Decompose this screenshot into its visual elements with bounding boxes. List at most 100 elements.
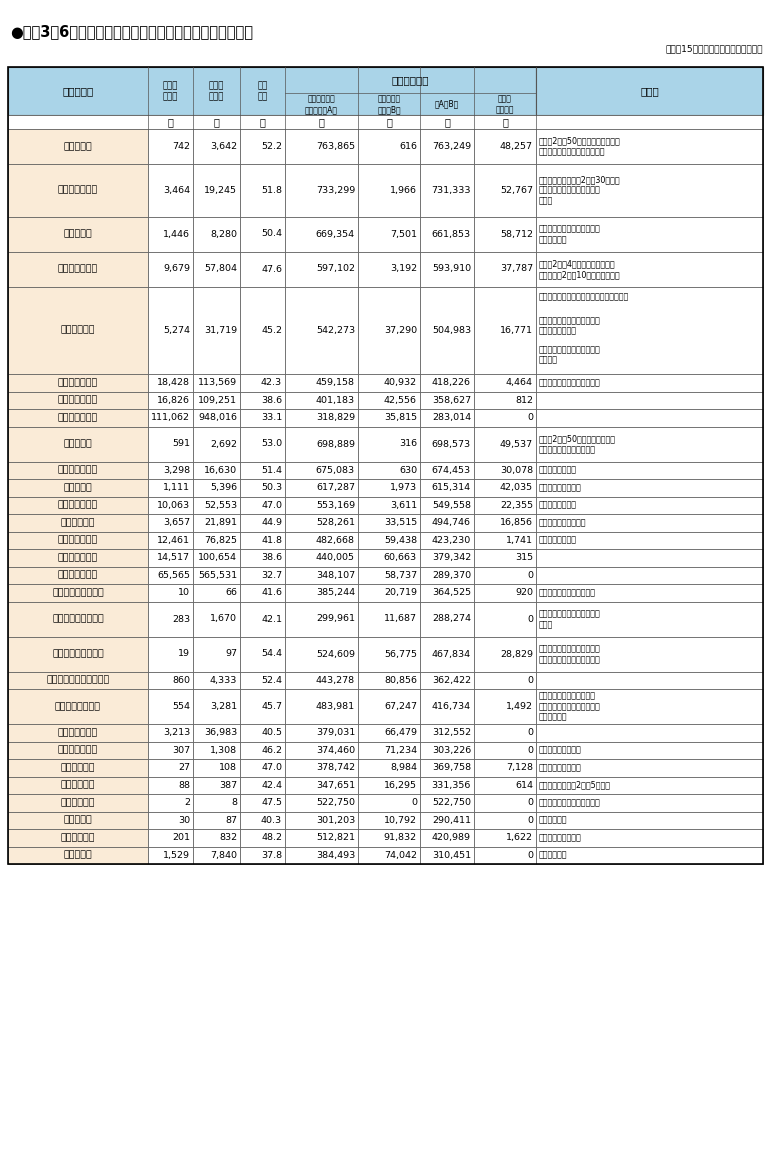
Bar <box>474 286 536 374</box>
Bar <box>358 689 420 724</box>
Text: 5,274: 5,274 <box>163 326 190 335</box>
Text: 部下に運転手５人以上（専ら
運転のみを行う者を除く。）: 部下に運転手５人以上（専ら 運転のみを行う者を除く。） <box>539 645 601 663</box>
Text: 108: 108 <box>219 763 237 772</box>
Text: 617,287: 617,287 <box>316 483 355 492</box>
Bar <box>240 129 285 164</box>
Text: 10,792: 10,792 <box>384 816 417 825</box>
Bar <box>240 531 285 548</box>
Text: 課長に直属し部下に係長等の
役職者を有する者: 課長に直属し部下に係長等の 役職者を有する者 <box>539 316 601 335</box>
Text: 監督、見習を除く。: 監督、見習を除く。 <box>539 745 582 755</box>
Text: 48.2: 48.2 <box>261 833 282 843</box>
Bar <box>358 462 420 479</box>
Text: 21,891: 21,891 <box>204 518 237 527</box>
Text: 44.9: 44.9 <box>261 518 282 527</box>
Text: 920: 920 <box>515 588 533 598</box>
Text: 土木作業監督: 土木作業監督 <box>61 763 96 772</box>
Bar <box>358 531 420 548</box>
Bar <box>148 759 193 777</box>
Bar <box>240 689 285 724</box>
Text: 5,396: 5,396 <box>210 483 237 492</box>
Bar <box>536 374 763 391</box>
Bar <box>358 793 420 811</box>
Text: 16,630: 16,630 <box>204 465 237 475</box>
Bar <box>358 566 420 584</box>
Text: 11,687: 11,687 <box>384 614 417 624</box>
Text: 円: 円 <box>318 117 325 127</box>
Bar <box>148 164 193 217</box>
Text: 平均
年齢: 平均 年齢 <box>258 81 268 101</box>
Bar <box>8 479 148 497</box>
Text: 7,128: 7,128 <box>506 763 533 772</box>
Text: 348,107: 348,107 <box>316 571 355 580</box>
Bar <box>536 601 763 636</box>
Text: 418,226: 418,226 <box>432 379 471 387</box>
Text: 技術部次長: 技術部次長 <box>64 483 93 492</box>
Bar <box>285 479 358 497</box>
Bar <box>420 531 474 548</box>
Text: 52,553: 52,553 <box>204 500 237 510</box>
Bar <box>8 129 148 164</box>
Bar <box>148 217 193 252</box>
Text: 45.7: 45.7 <box>261 702 282 711</box>
Text: 312,552: 312,552 <box>432 728 471 737</box>
Bar <box>193 374 240 391</box>
Bar <box>8 811 148 829</box>
Bar <box>193 777 240 793</box>
Text: 290,411: 290,411 <box>432 816 471 825</box>
Text: 42,035: 42,035 <box>500 483 533 492</box>
Bar <box>420 479 474 497</box>
Text: 9,679: 9,679 <box>163 265 190 273</box>
Bar <box>8 566 148 584</box>
Text: 上記課長に事故等のあるときの職務代行者: 上記課長に事故等のあるときの職務代行者 <box>539 293 629 301</box>
Text: 316: 316 <box>399 440 417 449</box>
Bar <box>148 636 193 672</box>
Text: 698,573: 698,573 <box>432 440 471 449</box>
Bar <box>536 793 763 811</box>
Bar <box>193 672 240 689</box>
Bar <box>536 409 763 427</box>
Text: 2,692: 2,692 <box>210 440 237 449</box>
Text: 7,840: 7,840 <box>210 851 237 860</box>
Bar <box>193 759 240 777</box>
Bar <box>8 672 148 689</box>
Text: 円: 円 <box>502 117 508 127</box>
Bar <box>193 584 240 601</box>
Text: 299,961: 299,961 <box>316 614 355 624</box>
Bar <box>8 584 148 601</box>
Text: 459,158: 459,158 <box>316 379 355 387</box>
Text: 33,515: 33,515 <box>384 518 417 527</box>
Text: 630: 630 <box>399 465 417 475</box>
Text: 従業員
総　数: 従業員 総 数 <box>209 81 224 101</box>
Text: 542,273: 542,273 <box>316 326 355 335</box>
Text: 111,062: 111,062 <box>151 414 190 422</box>
Bar <box>285 689 358 724</box>
Text: 0: 0 <box>527 745 533 755</box>
Text: 3,464: 3,464 <box>163 185 190 195</box>
Text: 288,274: 288,274 <box>432 614 471 624</box>
Bar <box>358 742 420 759</box>
Text: 16,295: 16,295 <box>384 781 417 790</box>
Bar <box>536 777 763 793</box>
Bar <box>358 777 420 793</box>
Bar <box>285 759 358 777</box>
Bar <box>474 672 536 689</box>
Bar <box>474 531 536 548</box>
Text: 387: 387 <box>219 781 237 790</box>
Bar <box>420 164 474 217</box>
Text: 14,517: 14,517 <box>157 553 190 563</box>
Bar <box>148 286 193 374</box>
Text: 電工一般工: 電工一般工 <box>64 851 93 860</box>
Text: 401,183: 401,183 <box>316 396 355 404</box>
Text: 課長に直属し部下４人以上を
有する者: 課長に直属し部下４人以上を 有する者 <box>539 345 601 364</box>
Text: 4,464: 4,464 <box>506 379 533 387</box>
Text: 1,670: 1,670 <box>210 614 237 624</box>
Bar <box>8 497 148 515</box>
Text: 420,989: 420,989 <box>432 833 471 843</box>
Bar <box>474 689 536 724</box>
Text: 技術課長代理: 技術課長代理 <box>61 518 96 527</box>
Bar <box>240 636 285 672</box>
Text: 53.0: 53.0 <box>261 440 282 449</box>
Bar <box>148 689 193 724</box>
Bar <box>358 759 420 777</box>
Bar <box>536 742 763 759</box>
